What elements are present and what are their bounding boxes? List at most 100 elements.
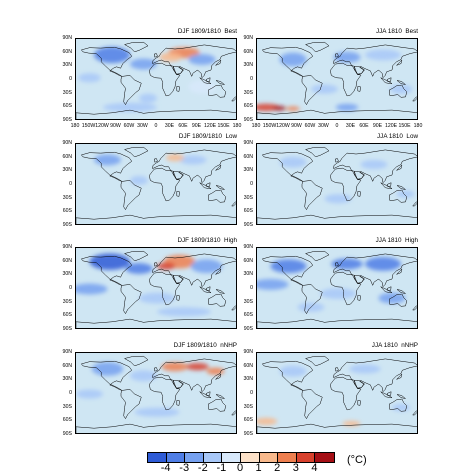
coastline — [76, 423, 236, 433]
colorbar-tick-label: 1 — [255, 462, 262, 474]
anomaly-map — [257, 39, 417, 119]
anomaly-region — [279, 156, 307, 168]
coastline — [261, 46, 314, 77]
coastline — [199, 391, 212, 398]
coastline — [380, 391, 393, 398]
anomaly-region — [279, 52, 307, 67]
coastline — [76, 318, 236, 328]
colorbar-cell — [315, 453, 334, 462]
lat-label: 90N — [62, 349, 72, 355]
lat-label: 60N — [62, 362, 72, 369]
colorbar-cell — [240, 453, 260, 462]
lat-label: 0 — [69, 76, 72, 82]
coastline — [257, 423, 417, 433]
coastline — [353, 380, 365, 389]
coastline — [176, 191, 180, 197]
anomaly-region — [331, 258, 363, 270]
anomaly-map — [76, 353, 236, 433]
coastline — [80, 151, 133, 182]
anomaly-region — [279, 365, 307, 377]
anomaly-region — [130, 58, 157, 70]
map-panel-djf-low: DJF 1809/1810 Low 90N 60N 30N 0 30S 60S 90S — [62, 133, 237, 228]
coastline — [199, 77, 212, 84]
coastline — [172, 275, 184, 284]
coastline — [208, 293, 227, 307]
lat-label: 60N — [243, 362, 253, 369]
lat-label: 60S — [243, 312, 253, 319]
coastline — [152, 149, 236, 184]
coastline — [389, 398, 408, 412]
lat-label: 90N — [62, 35, 72, 41]
lon-label: 150W — [262, 123, 277, 129]
coastline — [120, 389, 142, 420]
coastline — [123, 146, 149, 158]
lon-label: 0 — [335, 123, 339, 129]
coastline — [301, 284, 323, 315]
anomaly-map — [76, 248, 236, 328]
lon-label: 120E — [203, 123, 217, 129]
coastline — [215, 59, 222, 66]
lat-label: 60S — [62, 312, 72, 319]
anomaly-region — [157, 307, 211, 317]
anomaly-region — [161, 362, 189, 372]
coastline — [396, 59, 403, 66]
lat-label: 30S — [62, 89, 72, 96]
anomaly-region — [139, 292, 175, 304]
coastline — [380, 286, 393, 293]
map-panel-jja-high: JJA 1810 High 90N 60N 30N 0 30S 60S 90S — [243, 237, 418, 332]
lat-label: 60N — [62, 153, 72, 160]
lat-label: 60S — [62, 103, 72, 110]
coastline — [257, 109, 417, 119]
lon-label: 120E — [384, 123, 398, 129]
lat-label: 90S — [243, 117, 253, 123]
lat-label: 60S — [62, 208, 72, 215]
anomaly-region — [186, 363, 209, 371]
coastline — [205, 77, 211, 82]
coastline — [205, 286, 211, 291]
panel-title: JJA 1810 Best — [375, 28, 418, 35]
coastline — [120, 75, 142, 106]
lon-label: 180 — [70, 123, 80, 129]
map-background — [257, 144, 417, 224]
colorbar-unit: (°C) — [347, 454, 367, 466]
coastline — [123, 355, 149, 367]
lat-label: 30N — [62, 271, 72, 278]
map-background — [257, 353, 417, 433]
colorbar-tick-label: 3 — [292, 462, 299, 474]
colorbar-tick-label: -3 — [179, 462, 190, 474]
anomaly-map — [257, 353, 417, 433]
coastline — [261, 255, 314, 286]
anomaly-region — [94, 46, 130, 64]
coastline — [396, 164, 403, 171]
coastline — [176, 400, 180, 406]
coastline — [172, 171, 184, 180]
coastline — [149, 376, 181, 411]
coastline — [208, 189, 227, 203]
anomaly-region — [91, 362, 124, 376]
coastline — [76, 109, 236, 119]
anomaly-map — [257, 144, 417, 224]
lon-label: 60E — [359, 123, 369, 129]
coastline — [120, 284, 142, 315]
anomaly-region — [206, 367, 225, 375]
anomaly-region — [159, 52, 182, 62]
lat-label: 90N — [62, 244, 72, 250]
map-panel-jja-nnhp: JJA 1810 nNHP 90N 60N 30N 0 30S 60S 90S — [243, 342, 418, 437]
anomaly-region — [78, 73, 101, 83]
lat-label: 30N — [62, 376, 72, 383]
coastline — [80, 46, 133, 77]
map-panel-jja-low: JJA 1810 Low 90N 60N 30N 0 30S 60S 90S — [243, 133, 418, 228]
lat-label: 90S — [62, 431, 72, 437]
panel-title: DJF 1809/1810 nNHP — [173, 342, 237, 349]
coastline — [76, 214, 236, 224]
anomaly-region — [270, 259, 307, 274]
lat-label: 90N — [243, 140, 253, 146]
coastline — [335, 367, 339, 372]
coastline — [215, 164, 222, 171]
coastline — [154, 158, 158, 163]
anomaly-region — [89, 253, 130, 270]
coastline — [149, 62, 181, 97]
lat-label: 60N — [243, 257, 253, 264]
coastline — [301, 75, 323, 106]
coastline — [208, 84, 227, 98]
